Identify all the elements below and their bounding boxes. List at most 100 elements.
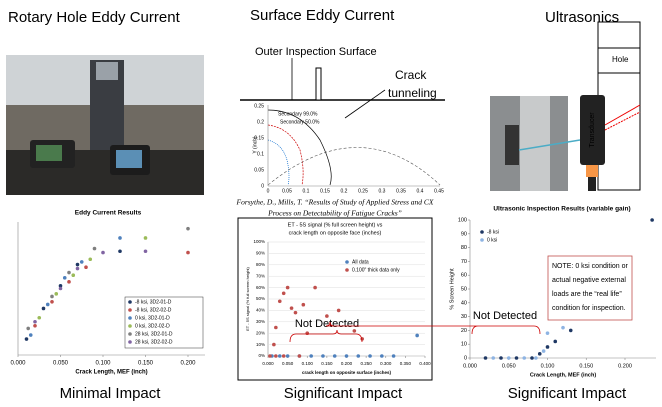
point	[42, 307, 46, 311]
footer: Significant Impact	[284, 385, 403, 402]
note-text: NOTE: 0 ksi condition or	[552, 263, 629, 270]
x-tick-label: 0.050	[502, 363, 516, 369]
point	[298, 354, 302, 358]
point	[67, 271, 71, 275]
y-tick-label: 60	[461, 273, 467, 279]
point	[33, 324, 37, 328]
y-tick-label: 10	[461, 342, 467, 348]
x-tick-label: 0.05	[282, 188, 292, 194]
legend-label: 0 ksi	[487, 237, 497, 243]
heading: Surface Eddy Current	[250, 7, 395, 24]
point	[59, 287, 63, 291]
diagram-label: Outer Inspection Surface	[255, 46, 377, 58]
point	[561, 326, 565, 330]
photo	[490, 96, 580, 191]
legend-marker	[128, 332, 132, 336]
legend-marker	[128, 340, 132, 344]
point	[144, 249, 148, 253]
point	[294, 311, 298, 315]
legend-marker	[480, 238, 484, 242]
legend-label: -8 ksi	[487, 229, 499, 235]
y-tick-label: 30	[461, 314, 467, 320]
point	[88, 257, 92, 261]
x-tick-label: 0.000	[10, 361, 26, 367]
point	[534, 356, 538, 360]
point	[507, 356, 511, 360]
probe-diagram	[580, 22, 640, 191]
y-tick-label: 100%	[253, 239, 265, 244]
x-tick-label: 0.250	[360, 361, 372, 366]
citation: Process on Detectability of Fatigue Crac…	[267, 209, 402, 218]
point	[50, 295, 54, 299]
x-tick-label: 0.100	[302, 361, 314, 366]
y-tick-label: 0	[261, 183, 264, 189]
legend-label: 28 ksi, 3D2-01-D	[135, 331, 173, 337]
point	[186, 251, 190, 255]
chart-title: ET - 5S signal (% full screen height) vs	[288, 222, 383, 228]
point	[380, 354, 384, 358]
legend-marker	[128, 308, 132, 312]
chart-title: crack length on opposite face (inches)	[289, 230, 382, 236]
point	[337, 309, 341, 313]
legend-marker	[128, 316, 132, 320]
point	[278, 299, 282, 303]
x-tick-label: 0.150	[321, 361, 333, 366]
point	[650, 218, 654, 222]
legend-marker	[480, 230, 484, 234]
point	[530, 356, 534, 360]
legend-label: -8 ksi, 3D2-02-D	[135, 307, 172, 313]
note-text: actual negative external	[552, 277, 626, 284]
legend-marker	[345, 260, 349, 264]
legend-label: 0.100" thick data only	[352, 267, 400, 273]
point	[25, 337, 29, 341]
x-tick-label: 0.15	[320, 188, 330, 194]
point	[484, 356, 488, 360]
point	[538, 352, 542, 356]
x-tick-label: 0.200	[341, 361, 353, 366]
legend-marker	[128, 300, 132, 304]
y-tick-label: 0.05	[254, 167, 264, 173]
point	[302, 303, 306, 307]
y-tick-label: 60%	[256, 285, 265, 290]
point	[29, 333, 33, 337]
x-tick-label: 0.45	[434, 188, 444, 194]
footer: Minimal Impact	[60, 385, 162, 402]
point	[553, 340, 557, 344]
point	[46, 303, 50, 307]
point	[76, 263, 80, 267]
x-tick-label: 0.050	[282, 361, 294, 366]
legend-marker	[345, 268, 349, 272]
point	[272, 343, 276, 347]
point	[542, 349, 546, 353]
point	[84, 265, 88, 269]
point	[118, 249, 122, 253]
point	[144, 236, 148, 240]
point	[37, 316, 41, 320]
point	[93, 247, 97, 251]
y-tick-label: 0.1	[257, 151, 264, 157]
point	[313, 286, 317, 290]
point	[309, 354, 313, 358]
footer: Significant Impact	[508, 385, 627, 402]
x-axis-label: crack length on opposite surface (inches…	[302, 370, 392, 375]
diagram-label: tunneling	[388, 86, 437, 100]
point	[26, 327, 30, 331]
diagram-label: Transducer	[589, 112, 596, 148]
point	[33, 320, 37, 324]
y-tick-label: 0.25	[254, 103, 264, 109]
x-tick-label: 0	[267, 188, 270, 194]
y-tick-label: 40	[461, 300, 467, 306]
point	[290, 306, 294, 310]
annotation: Not Detected	[295, 318, 359, 330]
point	[80, 260, 84, 264]
point	[321, 354, 325, 358]
x-tick-label: 0.150	[579, 363, 593, 369]
x-tick-label: 0.050	[53, 361, 69, 367]
point	[515, 356, 519, 360]
point	[274, 326, 278, 330]
note-text: condition for inspection.	[552, 305, 626, 312]
point	[282, 292, 286, 296]
x-tick-label: 0.350	[400, 361, 412, 366]
point	[345, 354, 349, 358]
y-tick-label: 0	[464, 355, 467, 361]
